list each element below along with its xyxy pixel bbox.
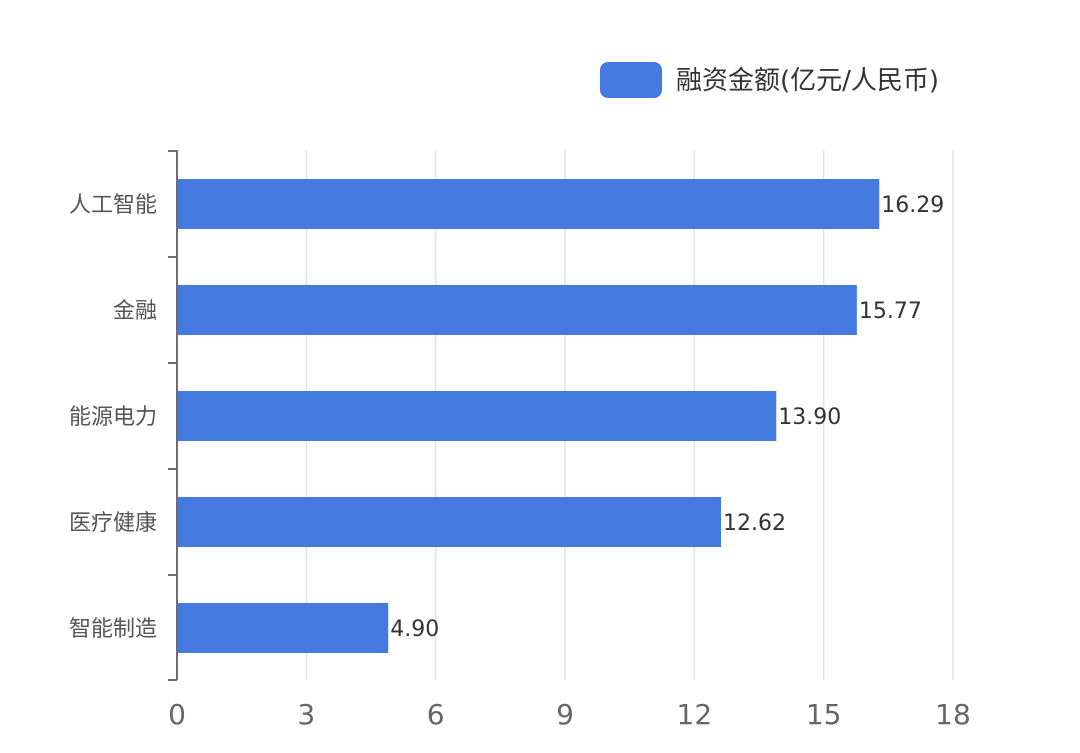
bars [177, 179, 880, 653]
bar [177, 603, 389, 653]
bar [177, 285, 857, 335]
bar [177, 391, 777, 441]
x-tick-label: 9 [556, 698, 574, 731]
x-tick-label: 18 [935, 698, 971, 731]
category-label: 医疗健康 [69, 511, 157, 536]
x-tick-label: 0 [168, 698, 186, 731]
category-label: 智能制造 [69, 617, 157, 642]
category-label: 人工智能 [69, 193, 157, 218]
data-label: 16.29 [881, 193, 944, 218]
legend-label: 融资金额(亿元/人民币) [676, 66, 939, 96]
bar [177, 179, 880, 229]
data-labels: 16.29 15.77 13.90 12.62 4.90 [390, 193, 944, 642]
x-tick-label: 6 [427, 698, 445, 731]
bar [177, 497, 722, 547]
x-tick-labels: 0 3 6 9 12 15 18 [168, 698, 971, 731]
legend-swatch [600, 62, 662, 98]
data-label: 4.90 [390, 617, 439, 642]
data-label: 12.62 [723, 511, 786, 536]
x-tick-label: 3 [297, 698, 315, 731]
y-axis [168, 150, 178, 681]
data-label: 15.77 [859, 299, 922, 324]
legend: 融资金额(亿元/人民币) [600, 62, 939, 98]
category-label: 能源电力 [69, 405, 157, 430]
data-label: 13.90 [778, 405, 841, 430]
category-label: 金融 [113, 299, 157, 324]
x-tick-label: 12 [677, 698, 713, 731]
x-tick-label: 15 [806, 698, 842, 731]
